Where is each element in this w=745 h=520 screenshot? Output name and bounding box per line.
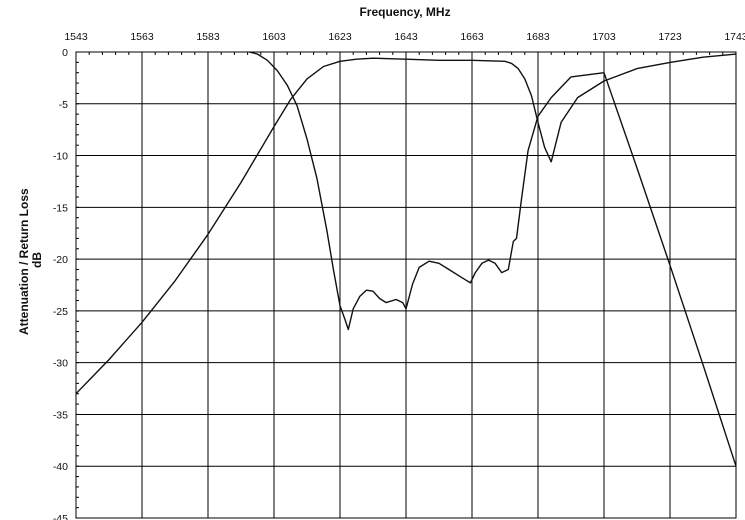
x-tick-label: 1583 xyxy=(196,31,220,43)
y-tick-labels: 0 -5 -10 -15 -20 -25 -30 -35 -40 -45 xyxy=(53,47,68,520)
x-tick-labels: 1543 1563 1583 1603 1623 1643 1663 1683 1703 1723… xyxy=(64,31,745,43)
y-tick-label: -45 xyxy=(53,513,68,520)
series-line-1 xyxy=(75,53,737,395)
x-tick-label: 1543 xyxy=(64,31,88,43)
series-lines xyxy=(75,51,737,467)
x-tick-label: 1743 xyxy=(724,31,745,43)
y-tick-label: -40 xyxy=(53,461,68,473)
x-tick-label: 1683 xyxy=(526,31,550,43)
y-tick-label: -20 xyxy=(53,254,68,266)
y-tick-label: -30 xyxy=(53,358,68,370)
y-tick-label: -35 xyxy=(53,409,68,421)
y-tick-label: -25 xyxy=(53,306,68,318)
y-axis-title-line1: Attenuation / Return Loss xyxy=(17,188,31,335)
x-tick-label: 1623 xyxy=(328,31,352,43)
x-tick-label: 1663 xyxy=(460,31,484,43)
y-tick-label: -10 xyxy=(53,151,68,163)
y-axis-title: Attenuation / Return Loss dB xyxy=(17,185,44,335)
series-line-2 xyxy=(249,51,737,467)
y-axis-title-line2: dB xyxy=(30,252,44,268)
x-tick-label: 1703 xyxy=(592,31,616,43)
x-tick-label: 1643 xyxy=(394,31,418,43)
x-axis-title: Frequency, MHz xyxy=(359,5,450,19)
grid-lines xyxy=(75,51,737,519)
x-tick-label: 1563 xyxy=(130,31,154,43)
y-tick-label: 0 xyxy=(62,47,68,59)
plot-frame xyxy=(75,51,737,519)
x-tick-label: 1603 xyxy=(262,31,286,43)
y-tick-label: -15 xyxy=(53,202,68,214)
x-tick-label: 1723 xyxy=(658,31,682,43)
y-tick-label: -5 xyxy=(59,99,68,111)
